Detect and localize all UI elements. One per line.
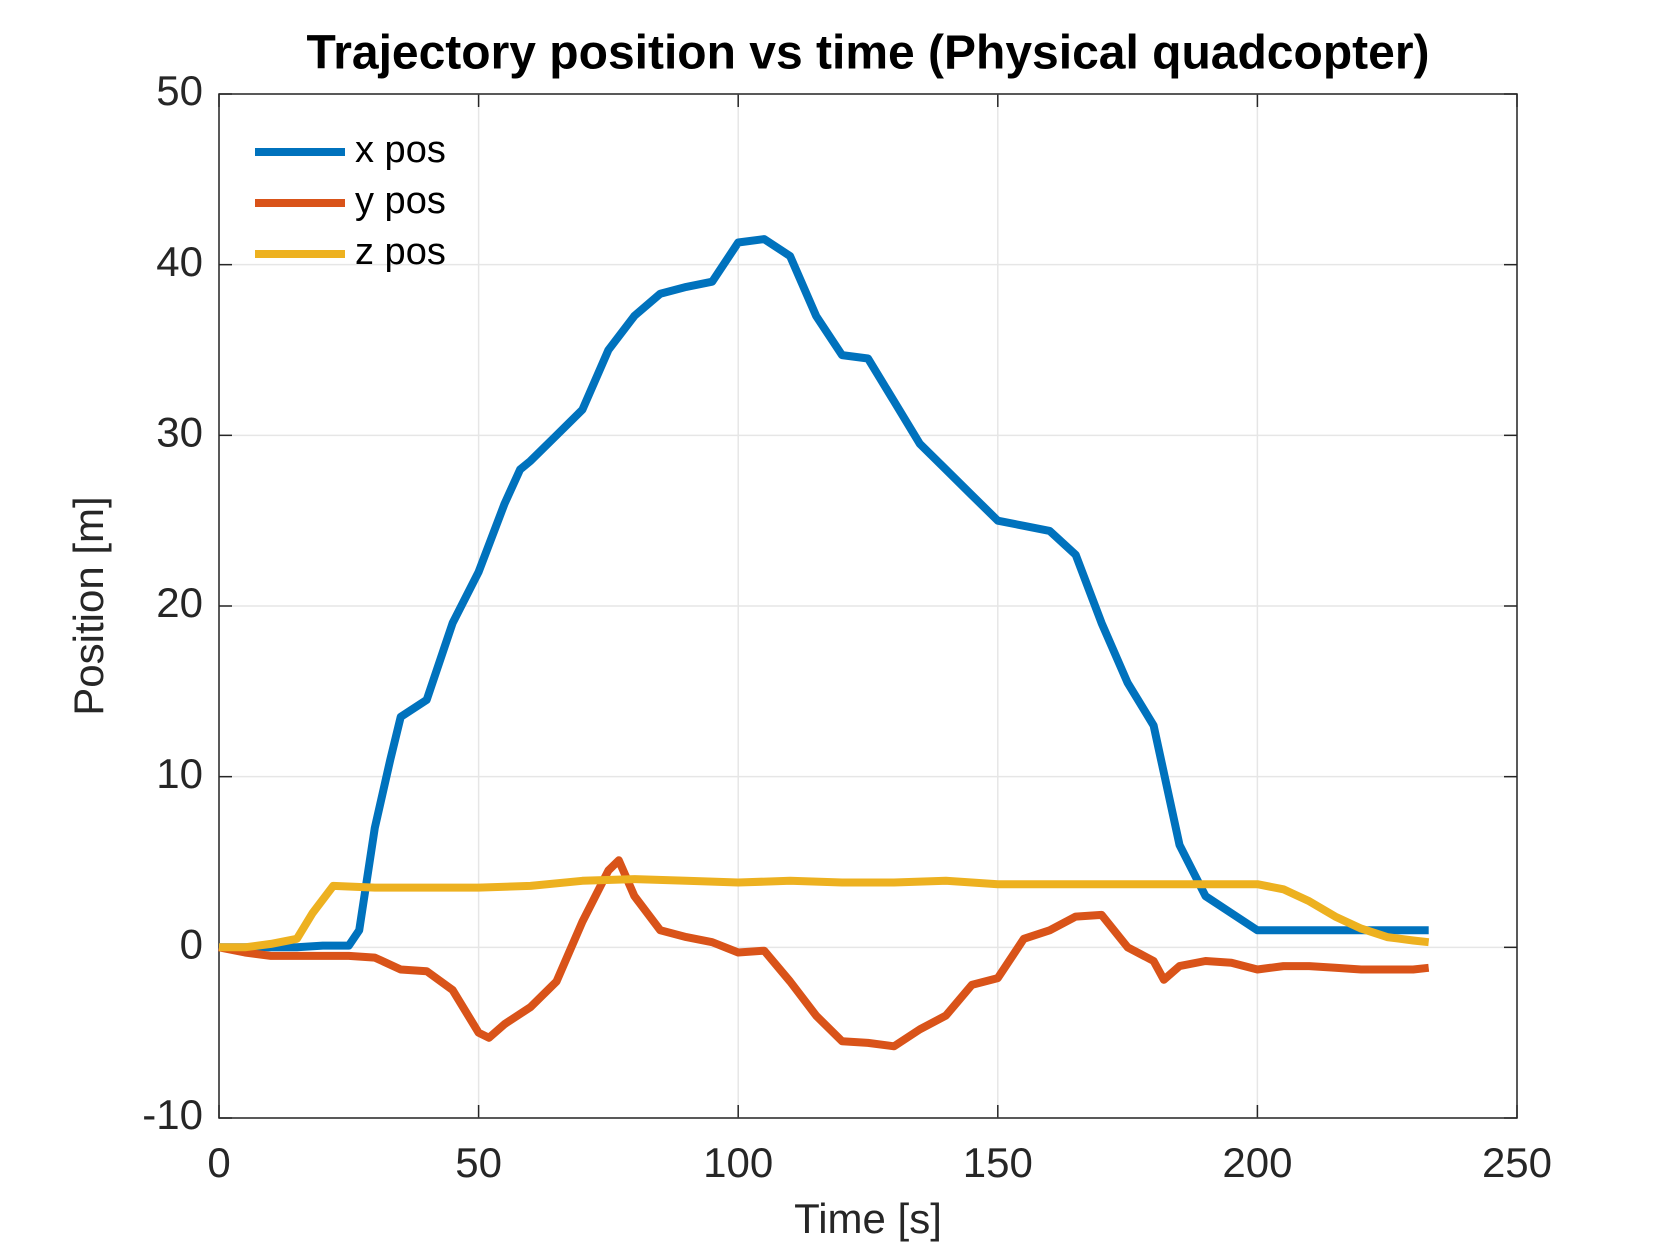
y-tick-label: 20: [156, 579, 203, 626]
y-tick-label: -10: [142, 1091, 203, 1138]
data-line: [218, 856, 1430, 1051]
x-tick-label: 250: [1482, 1139, 1552, 1186]
y-tick-label: 40: [156, 238, 203, 285]
plot-frame: [218, 93, 1518, 1119]
x-tick-label: 200: [1222, 1139, 1292, 1186]
y-tick-label: 30: [156, 408, 203, 455]
data-line: [219, 875, 1430, 952]
x-axis-label: Time [s]: [794, 1195, 942, 1242]
x-tick-label: 150: [963, 1139, 1033, 1186]
legend-label: y pos: [355, 180, 446, 222]
data-line: [219, 235, 1429, 952]
y-tick-label: 0: [180, 920, 203, 967]
x-tick-label: 100: [703, 1139, 773, 1186]
y-axis-label: Position [m]: [65, 496, 112, 715]
y-tick-label: 10: [156, 750, 203, 797]
legend-label: x pos: [355, 129, 446, 171]
x-tick-label: 50: [455, 1139, 502, 1186]
chart-title: Trajectory position vs time (Physical qu…: [307, 27, 1430, 80]
x-tick-label: 0: [207, 1139, 230, 1186]
legend-label: z pos: [355, 231, 446, 273]
y-tick-label: 50: [156, 67, 203, 114]
